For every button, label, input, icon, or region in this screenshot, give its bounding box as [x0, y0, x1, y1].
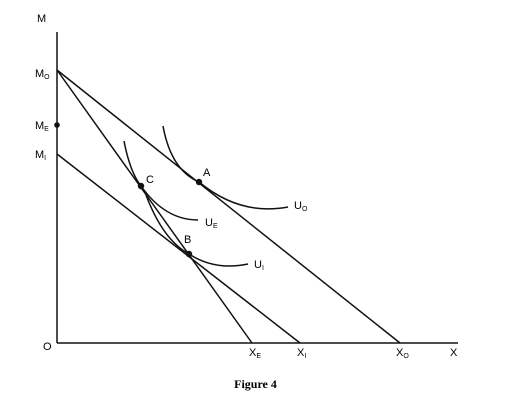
y-axis-label: M: [37, 13, 46, 25]
x-tick-xi: XI: [297, 347, 306, 360]
point-b-label: B: [184, 234, 191, 246]
point-a-label: A: [203, 167, 211, 179]
curve-label-ui-sub: I: [262, 265, 264, 272]
x-tick-xe-main: X: [249, 347, 257, 359]
y-tick-mo: MO: [35, 68, 50, 81]
y-tick-mi: MI: [35, 149, 46, 162]
x-tick-xo-main: X: [396, 347, 404, 359]
curve-label-ui-main: U: [254, 259, 262, 271]
x-tick-xi-main: X: [297, 347, 305, 359]
budget-line-mi-xi: [56, 153, 301, 344]
y-tick-mo-sub: O: [44, 74, 50, 81]
curve-label-ue-main: U: [205, 217, 213, 229]
y-tick-me-sub: E: [44, 126, 49, 133]
origin-label: O: [43, 341, 52, 353]
y-tick-mo-main: M: [35, 68, 44, 80]
y-tick-mi-sub: I: [44, 155, 46, 162]
y-tick-me-main: M: [35, 120, 44, 132]
x-tick-xe-sub: E: [256, 353, 261, 360]
x-axis-label: X: [450, 347, 458, 359]
budget-line-mo-xo: [56, 69, 401, 344]
point-a-marker: [195, 178, 203, 186]
figure-caption: Figure 4: [234, 377, 277, 391]
y-tick-mi-main: M: [35, 149, 44, 161]
indifference-curve-uo: [162, 125, 289, 210]
curve-label-uo-main: U: [294, 200, 302, 212]
point-c-marker: [137, 182, 145, 190]
x-tick-xo: XO: [396, 347, 409, 360]
y-tick-me: ME: [35, 120, 49, 133]
x-tick-xe: XE: [249, 347, 261, 360]
curve-label-uo-sub: O: [302, 206, 308, 213]
budget-line-mo-xe: [56, 69, 253, 344]
curve-label-ue-sub: E: [213, 223, 218, 230]
curve-label-ue: UE: [205, 217, 218, 230]
x-tick-xo-sub: O: [403, 353, 409, 360]
point-c-label: C: [146, 174, 154, 186]
me-axis-marker: [54, 122, 60, 128]
point-b-marker: [185, 250, 193, 258]
x-tick-xi-sub: I: [304, 353, 306, 360]
indifference-curve-ui: [145, 194, 249, 267]
curve-label-uo: UO: [294, 200, 308, 213]
curve-label-ui: UI: [254, 259, 264, 272]
